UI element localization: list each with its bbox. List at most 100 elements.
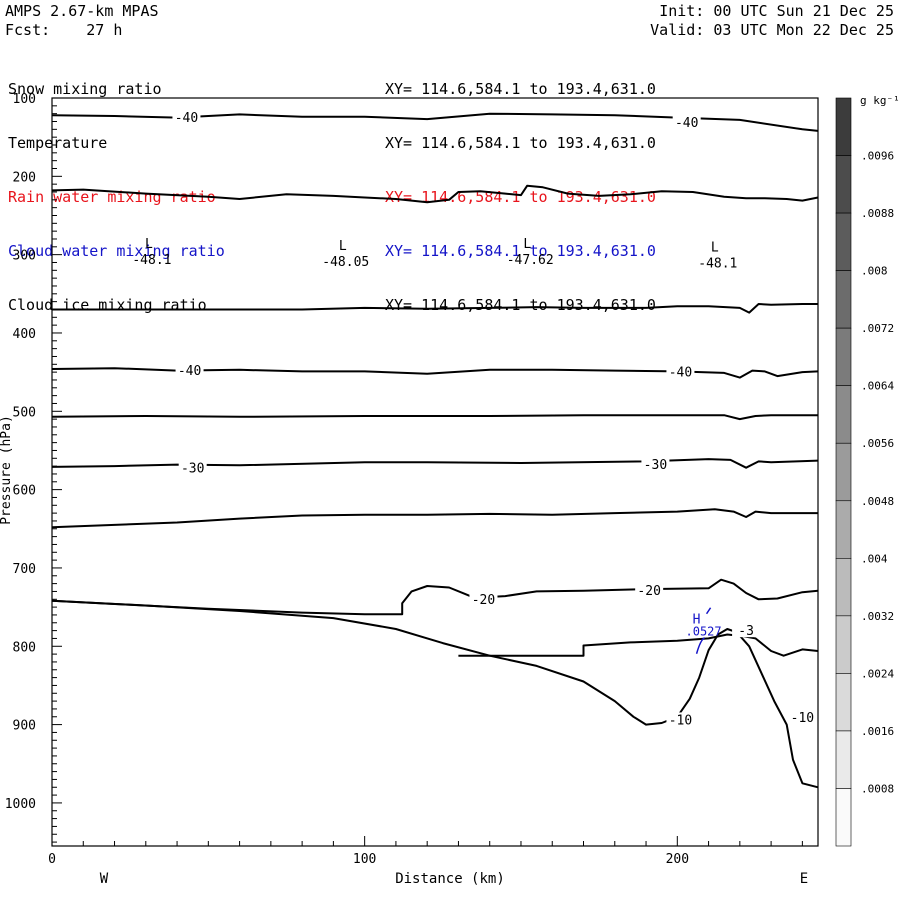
colorbar-swatch [835,730,852,789]
cloud-water-high-value: .0527 [686,625,722,639]
valid-time: Valid: 03 UTC Mon 22 Dec 25 [650,21,894,39]
legend-row-cloud-water: Cloud water mixing ratio XY= 114.6,584.1… [8,242,656,260]
x-tick-label: 0 [48,852,56,867]
temperature-contour-8 [51,599,819,789]
y-axis-title: Pressure (hPa) [0,415,14,525]
legend-name: Temperature [8,134,108,152]
colorbar-label: .0096 [861,150,894,163]
contour-label-bg [641,457,670,472]
contour-layer [51,112,819,789]
legend-row-cloud-ice: Cloud ice mixing ratio XY= 114.6,584.1 t… [8,296,656,314]
forecast-time: Fcst: 27 h [5,22,122,39]
contour-label: -30 [644,458,667,473]
contour-label: -40 [669,366,692,381]
contour-label: -10 [791,711,814,726]
low-center-value: -48.05 [322,255,369,270]
colorbar-label: .0032 [861,610,894,623]
x-tick-label: 100 [353,852,376,867]
contour-label-bg [172,110,201,125]
y-tick-label: 700 [13,562,36,577]
contour-label-bg [635,583,664,598]
contour-label-bg [666,712,695,727]
colorbar-swatch [835,212,852,271]
plot-frame [51,97,819,847]
low-center-marker: L [711,240,719,255]
colorbar-unit: g kg⁻¹ [860,94,900,107]
legend-range: XY= 114.6,584.1 to 193.4,631.0 [385,242,656,260]
x-tick-label: 200 [666,852,689,867]
colorbar-label: .0024 [861,667,894,680]
contour-label: -40 [178,364,201,379]
colorbar-label: .0048 [861,495,894,508]
legend-range: XY= 114.6,584.1 to 193.4,631.0 [385,296,656,314]
colorbar-swatch [835,270,852,329]
contour-label-bg [178,460,207,475]
temperature-contour-7 [51,578,819,616]
legend-range: XY= 114.6,584.1 to 193.4,631.0 [385,134,656,152]
colorbar-swatch [835,788,852,847]
y-tick-label: 600 [13,484,36,499]
colorbar-label: .0072 [861,322,894,335]
contour-label-bg [469,591,498,606]
colorbar-swatch [835,385,852,444]
legend-name: Cloud ice mixing ratio [8,296,207,314]
colorbar-swatch [835,500,852,559]
colorbar-label: .004 [861,552,888,565]
colorbar: .0096 .0088 .008 .0072 .0064 .0056 .0048 .004 .0… [835,97,894,847]
colorbar-swatch [835,327,852,386]
cloud-water-high-marker: H [693,613,701,628]
y-tick-label: 500 [13,405,36,420]
colorbar-label: .0008 [861,782,894,795]
x-axis-title: Distance (km) [395,871,505,887]
cloud-water-contour [695,637,705,654]
contour-label-bg [672,114,701,129]
model-title: AMPS 2.67-km MPAS [5,2,159,20]
legend-range: XY= 114.6,584.1 to 193.4,631.0 [385,188,656,206]
legend-name: Rain water mixing ratio [8,188,216,206]
y-tick-label: 1000 [5,797,36,812]
colorbar-swatch [835,558,852,617]
colorbar-label: .0056 [861,437,894,450]
temperature-contour-0 [51,112,819,132]
forecast-hours: 27 h [86,21,123,39]
temperature-contour-9 [458,633,819,657]
y-tick-label: 800 [13,640,36,655]
legend-row-rain: Rain water mixing ratio XY= 114.6,584.1 … [8,188,656,206]
colorbar-swatch [835,673,852,732]
colorbar-swatch [835,615,852,674]
forecast-label: Fcst: [5,21,51,39]
temperature-contour-5 [51,458,819,469]
colorbar-swatch [835,442,852,502]
legend-name: Cloud water mixing ratio [8,242,225,260]
contour-label: -3 [738,624,754,639]
legend-row-temperature: Temperature XY= 114.6,584.1 to 193.4,631… [8,134,656,152]
contour-label: -40 [675,116,698,131]
contour-label-bg [175,363,204,378]
colorbar-swatch [835,155,852,214]
colorbar-label: .0064 [861,380,894,393]
contour-label: -20 [472,593,495,608]
x-axis-east: E [800,871,808,887]
contour-label: -40 [175,111,198,126]
contour-label-bg [788,710,817,725]
colorbar-label: .0088 [861,207,894,220]
temperature-contour-4 [51,414,818,421]
init-time: Init: 00 UTC Sun 21 Dec 25 [659,2,894,20]
colorbar-swatch [835,97,852,156]
y-tick-label: 900 [13,719,36,734]
colorbar-label: .0016 [861,725,894,738]
contour-label: -30 [181,461,204,476]
temperature-contour-6 [51,508,818,529]
x-axis-west: W [100,871,109,887]
x-axis: 0 100 200 [48,836,803,867]
field-legend: Snow mixing ratio XY= 114.6,584.1 to 193… [8,44,656,332]
temperature-contour-3 [51,367,819,379]
low-center-marker: L [339,239,347,254]
low-center-value: -48.1 [698,256,737,271]
colorbar-label: .008 [861,265,888,278]
contour-label-bg [732,623,761,638]
contour-label: -20 [637,584,660,599]
cloud-water-contour [705,607,712,615]
legend-row-snow: Snow mixing ratio XY= 114.6,584.1 to 193… [8,80,656,98]
contour-label-bg [666,364,695,379]
